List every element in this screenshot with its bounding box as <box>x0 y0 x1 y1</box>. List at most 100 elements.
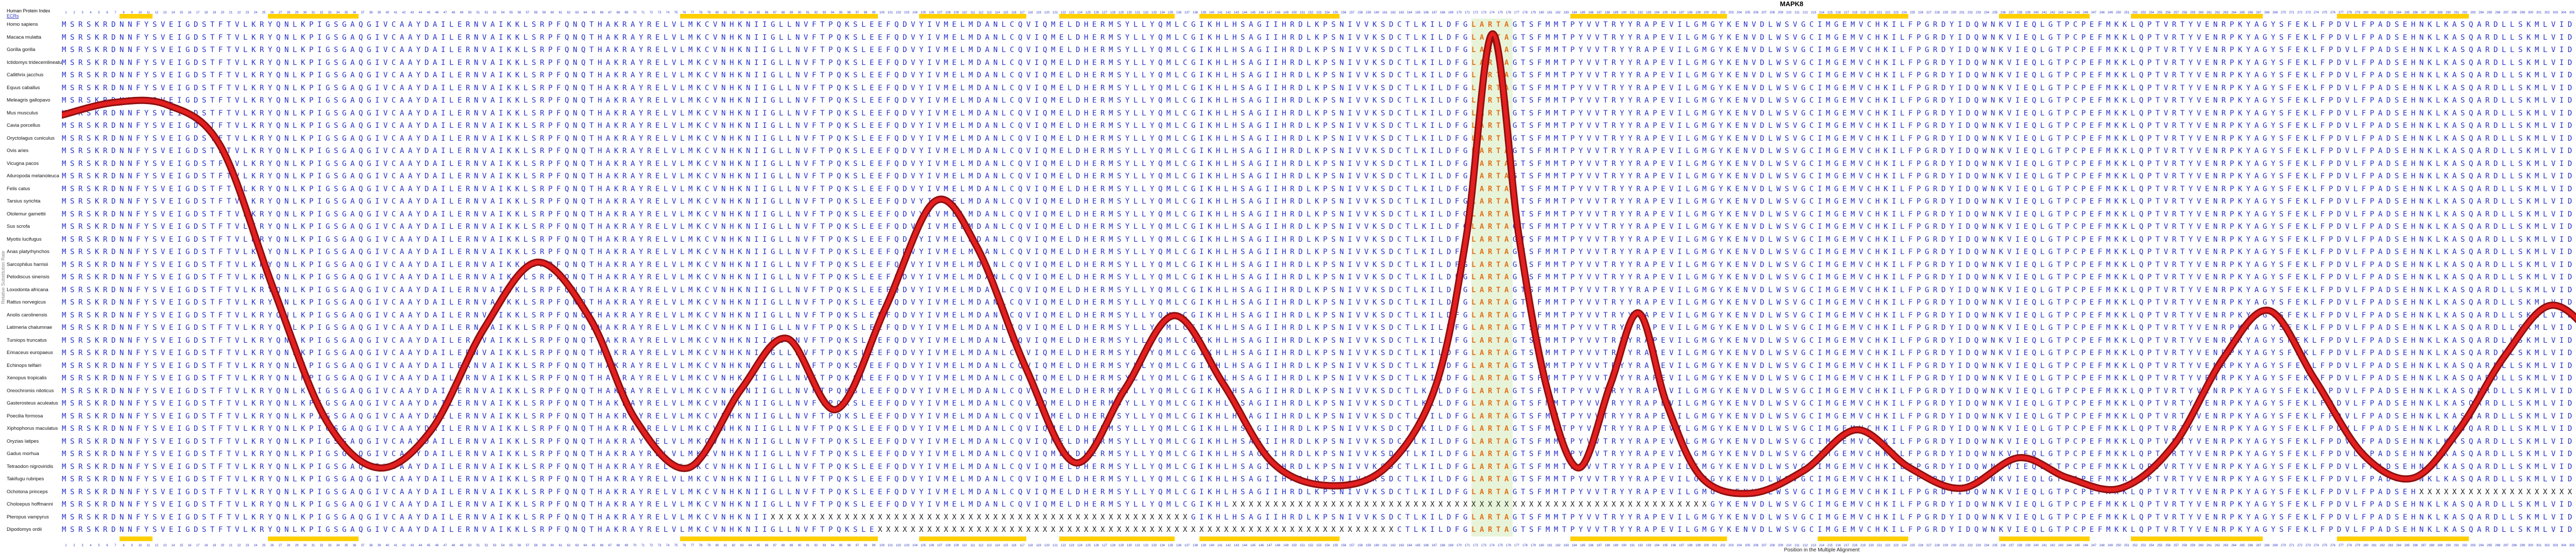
seq-row: Gorilla gorilla MSRSKRDNNFYSVEIGDSTFTVLKR… <box>0 44 2576 57</box>
sequence-variable-run: LARTA <box>1471 387 1513 395</box>
ecr-block <box>680 14 878 19</box>
sequence-variable-run: LARTA <box>1471 96 1513 105</box>
ruler-tick: 94 <box>831 11 835 14</box>
sequence-variable-run: LARTA <box>1471 462 1513 471</box>
ruler-tick: 27 <box>278 544 282 547</box>
ruler-tick: 274 <box>2313 11 2319 14</box>
ruler-tick: 225 <box>1909 544 1915 547</box>
ruler-tick: 143 <box>1233 544 1239 547</box>
ruler-tick: 239 <box>2025 544 2030 547</box>
ruler-tick: 87 <box>773 11 777 14</box>
ecrs-link[interactable]: ECRs <box>7 14 19 19</box>
sequence-run: GTSFMMTPYVVTRYYRAPEVILGMGYKENVDLWSVGCIMG… <box>1512 298 2576 307</box>
ruler-tick: 197 <box>1679 11 1684 14</box>
seq-row: Oryctolagus cuniculus MSRSKRDNNFYSVEIGDST… <box>0 132 2576 145</box>
sequence-run: GTSFMMTPYVVTRYYRAPEVILGMGYKENVDLWSVGCIMG… <box>1512 210 2576 219</box>
ruler-tick: 30 <box>303 544 307 547</box>
ruler-tick: 237 <box>2008 11 2014 14</box>
sequence-run: GTSFMMTPYVVTRYYRAPEVILGMGYKENVDLWSVGCIMG… <box>1512 286 2576 294</box>
ruler-tick: 60 <box>550 11 554 14</box>
ruler-tick: 175 <box>1497 544 1503 547</box>
ruler-tick: 74 <box>666 11 670 14</box>
sequence-row: MSRSKRDNNFYSVEIGDSTFTVLKRYQNLKPIGSGAQGIV… <box>62 360 2576 373</box>
ruler-tick: 136 <box>1176 11 1181 14</box>
ruler-tick: 198 <box>1687 544 1692 547</box>
ruler-tick: 192 <box>1637 11 1643 14</box>
ruler-tick: 148 <box>1275 11 1280 14</box>
ruler-tick: 78 <box>699 544 703 547</box>
seq-row: Sarcophilus harrisii MSRSKRDNNFYSVEIGDSTF… <box>0 259 2576 272</box>
ruler-tick: 123 <box>1069 11 1074 14</box>
species-label: Gorilla gorilla <box>7 47 36 53</box>
ruler-tick: 43 <box>410 544 414 547</box>
ruler-tick: 23 <box>245 544 249 547</box>
ruler-tick: 93 <box>822 11 826 14</box>
ruler-tick: 79 <box>707 11 711 14</box>
sequence-variable-run: LARTA <box>1471 450 1513 458</box>
ruler-tick: 131 <box>1134 544 1140 547</box>
seq-row: Poecilia formosa MSRSKRDNNFYSVEIGDSTFTVLK… <box>0 410 2576 423</box>
ruler-tick: 114 <box>995 11 1000 14</box>
ruler-tick: 235 <box>1992 11 1997 14</box>
sequence-run: MSRSKRDNNFYSVEIGDSTFTVLKRYQNLKPIGSGAQGIV… <box>62 58 1471 67</box>
ruler-tick: 109 <box>953 11 959 14</box>
ruler-tick: 66 <box>600 544 604 547</box>
sequence-row: MSRSKRDNNFYSVEIGDSTFTVLKRYQNLKPIGSGAQGIV… <box>62 473 2576 486</box>
sequence-run: GTSFMMTPYVVTRYYRAPEVILGMGYKENVDLWSVGCIMG… <box>1512 223 2576 231</box>
sequence-run: MSRSKRDNNFYSVEIGDSTFTVLKRYQNLKPIGSGAQGIV… <box>62 184 1471 193</box>
ruler-tick: 131 <box>1134 11 1140 14</box>
ruler-tick: 95 <box>839 544 843 547</box>
sequence-run: MSRSKRDNNFYSVEIGDSTFTVLKRYQNLKPIGSGAQGIV… <box>62 83 1471 92</box>
ruler-tick: 157 <box>1349 544 1354 547</box>
ruler-tick: 174 <box>1489 544 1495 547</box>
sequence-run: MSRSKRDNNFYSVEIGDSTFTVLKRYQNLKPIGSGAQGIV… <box>62 46 1471 54</box>
human-protein-index-link[interactable]: Human Protein Index <box>7 8 50 13</box>
ruler-tick: 48 <box>451 544 455 547</box>
ruler-tick: 206 <box>1753 11 1758 14</box>
ruler-row: 1 2 3 4 5 6 7 8 9 10 11 12 13 14 15 16 17 18 19 20 21 22 23 24 2… <box>0 541 2576 547</box>
sequence-row: MSRSKRDNNFYSVEIGDSTFTVLKRYQNLKPIGSGAQGIV… <box>62 461 2576 474</box>
ruler-tick: 272 <box>2297 11 2302 14</box>
ruler-tick: 302 <box>2544 544 2550 547</box>
sequence-run: MSRSKRDNNFYSVEIGDSTFTVLKRYQNLKPIGSGAQGIV… <box>62 387 1471 395</box>
ruler-tick: 14 <box>171 544 175 547</box>
ruler-tick: 80 <box>715 11 719 14</box>
ruler-tick: 236 <box>2000 11 2006 14</box>
ruler-tick: 207 <box>1761 544 1767 547</box>
ruler-tick: 3 <box>81 544 83 547</box>
sequence-variable-run: LARTA <box>1471 109 1513 117</box>
ruler-tick: 180 <box>1538 11 1544 14</box>
ruler-tick: 244 <box>2066 544 2072 547</box>
ruler-tick: 86 <box>765 544 769 547</box>
ruler-tick: 2 <box>73 544 75 547</box>
ruler-tick: 212 <box>1802 11 1808 14</box>
sequence-row: MSRSKRDNNFYSVEIGDSTFTVLKRYQNLKPIGSGAQGIV… <box>62 158 2576 171</box>
ruler-tick: 39 <box>377 11 381 14</box>
ruler-tick: 37 <box>361 11 365 14</box>
seq-row: Dipodomys ordii MSRSKRDNNFYSVEIGDSTFTVLKR… <box>0 524 2576 536</box>
species-label: Sarcophilus harrisii <box>7 261 48 267</box>
ruler-tick: 252 <box>2132 544 2138 547</box>
ruler-tick: 9 <box>131 11 133 14</box>
ruler-tick: 28 <box>286 11 291 14</box>
sequence-variable-run: LARTA <box>1471 223 1513 231</box>
sequence-row: MSRSKRDNNFYSVEIGDSTFTVLKRYQNLKPIGSGAQGIV… <box>62 195 2576 208</box>
ruler-tick: 170 <box>1456 11 1462 14</box>
ruler-tick: 254 <box>2148 544 2154 547</box>
ruler-tick: 106 <box>928 11 934 14</box>
sequence-variable-run: LARTA <box>1471 349 1513 357</box>
ruler-tick: 304 <box>2561 544 2566 547</box>
ruler-tick: 226 <box>1918 544 1923 547</box>
sequence-run: GTSFMMTPYVVTRYYRAPEVILGMGYKENVDLWSVGCIMG… <box>1512 248 2576 256</box>
ruler-tick: 154 <box>1324 544 1330 547</box>
ruler-tick: 38 <box>369 11 373 14</box>
ruler-tick: 67 <box>608 11 612 14</box>
ruler-tick: 202 <box>1720 11 1725 14</box>
ruler-tick: 46 <box>435 11 439 14</box>
ruler-tick: 255 <box>2157 544 2162 547</box>
ruler-tick: 269 <box>2272 11 2278 14</box>
ruler-tick: 86 <box>765 11 769 14</box>
ruler-tick: 206 <box>1753 544 1758 547</box>
ruler-tick: 242 <box>2049 544 2055 547</box>
sequence-run: GTSFMMTPYVVTRYYRAPEVILGMGYKENVDLWSVGCIMG… <box>1512 33 2576 42</box>
